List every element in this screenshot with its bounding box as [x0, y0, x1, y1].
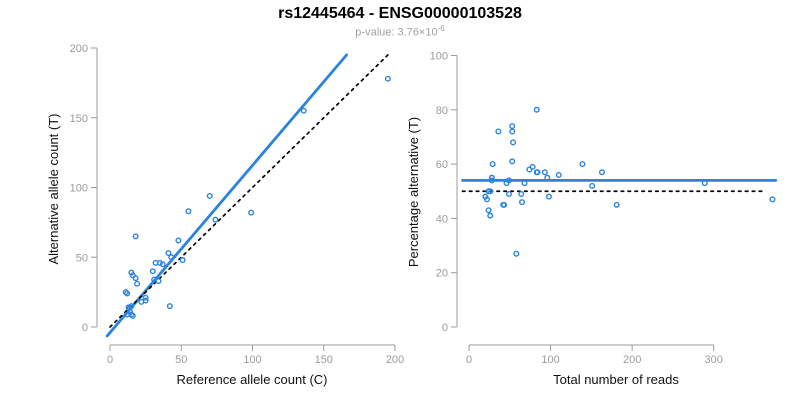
data-point [489, 161, 496, 168]
x-tick-label: 0 [466, 354, 472, 366]
y-tick-label: 20 [436, 268, 448, 280]
left-plot-y-axis-title: Alternative allele count (T) [46, 113, 61, 265]
y-tick-label: 80 [436, 105, 448, 117]
data-point [533, 106, 540, 113]
data-point [488, 177, 495, 184]
right-plot-y-axis-title: Percentage alternative (T) [406, 116, 421, 268]
data-point [168, 254, 175, 261]
data-point [129, 312, 136, 319]
data-point [142, 297, 149, 304]
data-point [179, 257, 186, 264]
data-point [501, 201, 508, 208]
y-tick-label: 60 [436, 159, 448, 171]
data-point [155, 277, 162, 284]
data-point [134, 280, 141, 287]
data-point [544, 174, 551, 181]
y-tick-label: 200 [70, 43, 88, 55]
data-point [534, 169, 541, 176]
data-point [555, 171, 562, 178]
data-point [159, 261, 166, 268]
x-tick-label: 50 [175, 354, 187, 366]
data-point [510, 139, 517, 146]
y-tick-label: 150 [70, 113, 88, 125]
data-point [483, 196, 490, 203]
pvalue-text: p-value: 3.76×10 [355, 26, 438, 39]
y-tick-label: 50 [76, 252, 88, 264]
data-point [505, 190, 512, 197]
left-plot-x-axis-title: Reference allele count (C) [176, 372, 328, 387]
x-tick-label: 300 [705, 354, 723, 366]
data-point [579, 161, 586, 168]
pvalue-exponent: -6 [437, 24, 445, 33]
x-tick-label: 0 [107, 354, 113, 366]
data-point [769, 196, 776, 203]
data-point [598, 169, 605, 176]
data-point [545, 193, 552, 200]
data-point [541, 169, 548, 176]
data-point [122, 289, 129, 296]
identity-line [109, 51, 392, 328]
regression-line [105, 53, 348, 338]
data-point [701, 180, 708, 187]
y-tick-label: 0 [442, 322, 448, 334]
data-point [206, 192, 213, 199]
right-plot-x-axis-title: Total number of reads [553, 372, 679, 387]
data-point [149, 268, 156, 275]
y-tick-label: 100 [430, 51, 448, 63]
data-point [142, 294, 149, 301]
data-point [495, 128, 502, 135]
data-point [248, 209, 255, 216]
data-point [521, 180, 528, 187]
data-point [518, 190, 525, 197]
x-tick-label: 100 [243, 354, 261, 366]
data-point [300, 107, 307, 114]
data-point [485, 207, 492, 214]
data-point [487, 188, 494, 195]
x-tick-label: 150 [315, 354, 333, 366]
x-tick-label: 100 [541, 354, 559, 366]
data-point [513, 250, 520, 257]
data-point [509, 128, 516, 135]
chart-subtitle: p-value: 3.76×10-6 [0, 24, 800, 39]
data-point [519, 199, 526, 206]
chart-title: rs12445464 - ENSG00000103528 [278, 5, 522, 22]
data-point [529, 163, 536, 170]
y-tick-label: 0 [82, 322, 88, 334]
data-point [212, 216, 219, 223]
data-point [132, 275, 139, 282]
data-point [505, 177, 512, 184]
data-point [175, 237, 182, 244]
y-tick-label: 100 [70, 183, 88, 195]
data-point [166, 303, 173, 310]
data-point [488, 174, 495, 181]
x-tick-label: 200 [623, 354, 641, 366]
data-point [589, 182, 596, 189]
data-point [509, 158, 516, 165]
data-point [165, 250, 172, 257]
data-point [487, 212, 494, 219]
data-point [384, 75, 391, 82]
data-point [132, 233, 139, 240]
y-tick-label: 40 [436, 213, 448, 225]
data-point [613, 201, 620, 208]
data-point [509, 123, 516, 130]
x-tick-label: 200 [386, 354, 404, 366]
data-point [125, 304, 132, 311]
data-point [185, 208, 192, 215]
